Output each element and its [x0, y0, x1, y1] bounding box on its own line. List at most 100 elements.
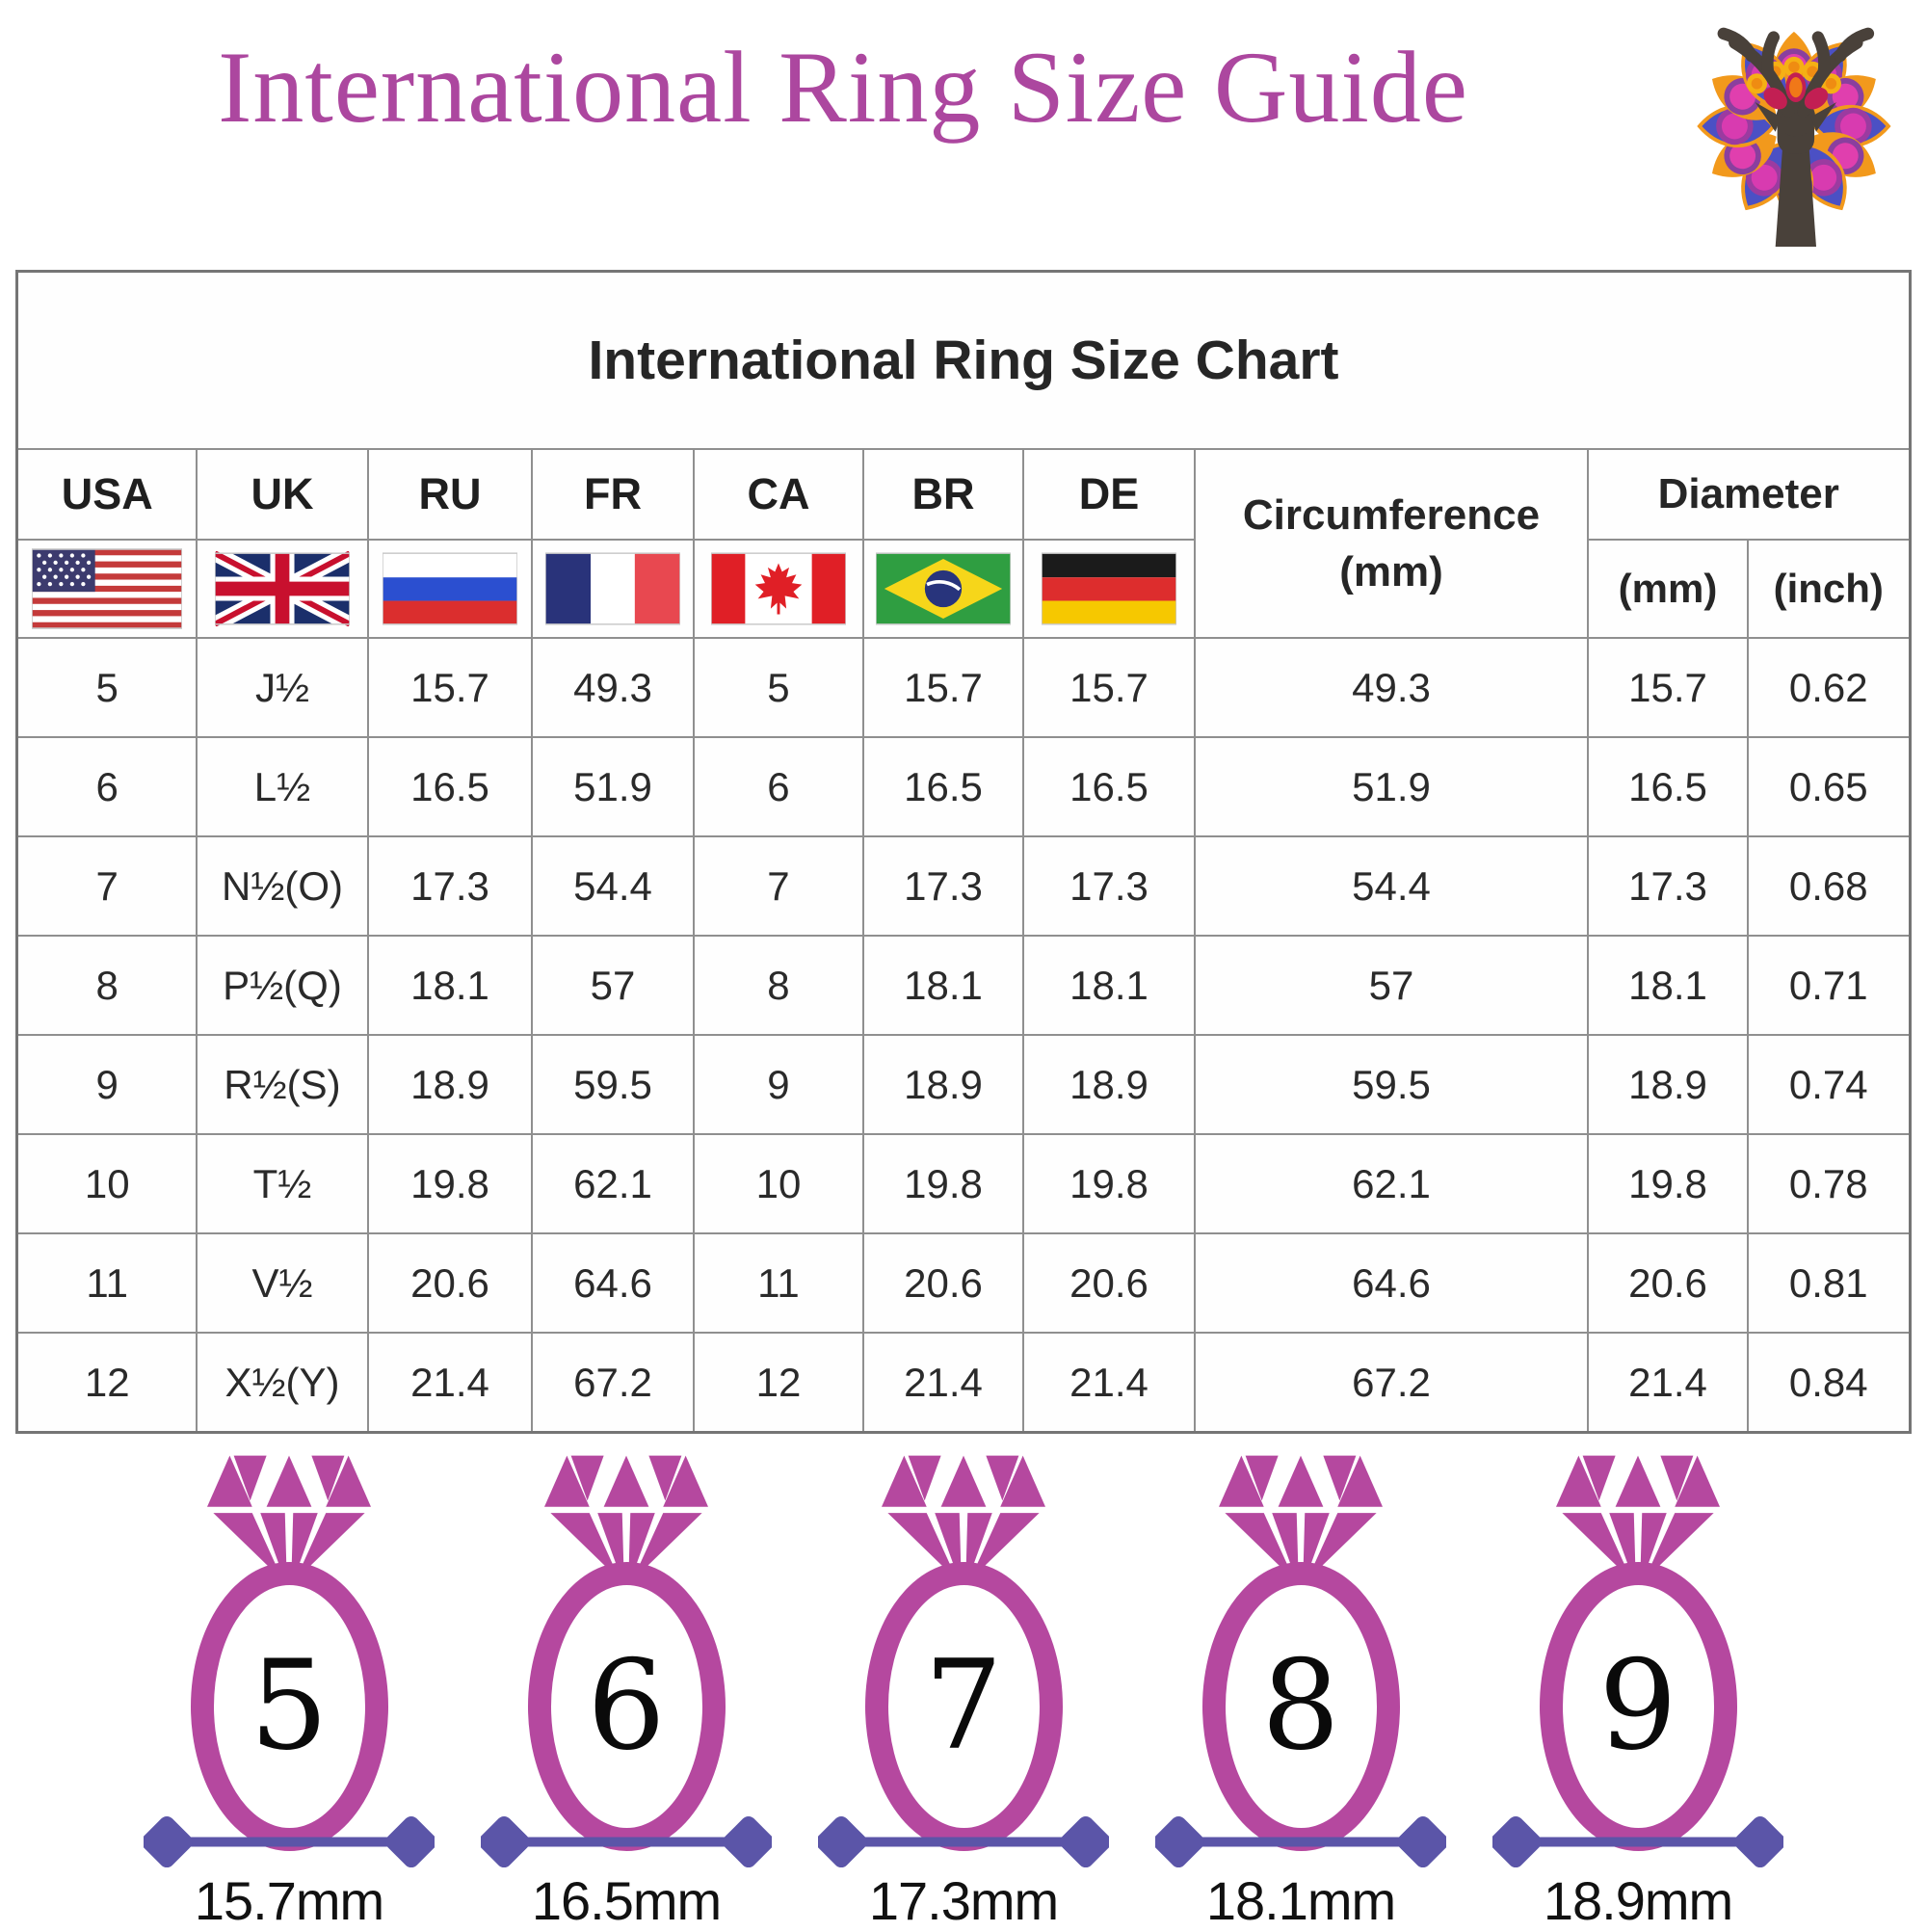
ring-diameter-label: 18.9mm	[1543, 1870, 1733, 1931]
cell-diameter-mm: 21.4	[1586, 1332, 1749, 1434]
diameter-mm-header: (mm)	[1586, 539, 1749, 639]
cell-br: 19.8	[861, 1133, 1024, 1234]
ring-band: 6	[527, 1562, 726, 1851]
cell-circumference: 59.5	[1193, 1034, 1589, 1135]
cell-fr: 62.1	[530, 1133, 695, 1234]
table-row: 9 R½(S) 18.9 59.5 9 18.9 18.9 59.5 18.9 …	[15, 1034, 1912, 1135]
cell-br: 17.3	[861, 835, 1024, 937]
cell-circumference: 57	[1193, 935, 1589, 1036]
cell-circumference: 49.3	[1193, 637, 1589, 738]
cell-diameter-inch: 0.81	[1746, 1232, 1912, 1334]
ring-band: 8	[1201, 1562, 1400, 1851]
ring-size-number: 6	[587, 1634, 666, 1778]
flag-germany-icon	[1041, 552, 1176, 625]
cell-diameter-mm: 16.5	[1586, 736, 1749, 837]
cell-diameter-inch: 0.71	[1746, 935, 1912, 1036]
flag-cell	[366, 539, 533, 639]
cell-ca: 6	[692, 736, 864, 837]
ring-diagram: 7 17.3mm	[798, 1447, 1129, 1932]
diameter-measure-line	[1155, 1815, 1446, 1868]
cell-diameter-inch: 0.74	[1746, 1034, 1912, 1135]
cell-diameter-inch: 0.68	[1746, 835, 1912, 937]
flag-canada-icon	[710, 552, 846, 625]
flag-france-icon	[544, 552, 680, 625]
cell-de: 15.7	[1021, 637, 1196, 738]
column-header-circumference: Circumference (mm)	[1193, 448, 1589, 639]
cell-diameter-mm: 17.3	[1586, 835, 1749, 937]
cell-fr: 49.3	[530, 637, 695, 738]
cell-ca: 7	[692, 835, 864, 937]
cell-usa: 12	[15, 1332, 198, 1434]
cell-ru: 15.7	[366, 637, 533, 738]
diameter-measure-line	[144, 1815, 435, 1868]
column-header-br: BR	[861, 448, 1024, 541]
cell-fr: 64.6	[530, 1232, 695, 1334]
ring-diagram: 9 18.9mm	[1472, 1447, 1804, 1932]
cell-usa: 10	[15, 1133, 198, 1234]
cell-diameter-mm: 18.1	[1586, 935, 1749, 1036]
table-row: 12 X½(Y) 21.4 67.2 12 21.4 21.4 67.2 21.…	[15, 1332, 1912, 1434]
cell-diameter-inch: 0.78	[1746, 1133, 1912, 1234]
cell-fr: 54.4	[530, 835, 695, 937]
column-header-uk: UK	[195, 448, 369, 541]
flag-cell	[15, 539, 198, 639]
cell-br: 15.7	[861, 637, 1024, 738]
ring-diameter-label: 18.1mm	[1205, 1870, 1396, 1931]
cell-br: 16.5	[861, 736, 1024, 837]
diameter-measure-line	[818, 1815, 1109, 1868]
cell-usa: 5	[15, 637, 198, 738]
cell-usa: 7	[15, 835, 198, 937]
cell-br: 21.4	[861, 1332, 1024, 1434]
cell-usa: 6	[15, 736, 198, 837]
flag-cell	[692, 539, 864, 639]
table-row: 6 L½ 16.5 51.9 6 16.5 16.5 51.9 16.5 0.6…	[15, 736, 1912, 837]
cell-diameter-inch: 0.65	[1746, 736, 1912, 837]
flag-uk-icon	[214, 551, 350, 626]
page-title: International Ring Size Guide	[218, 31, 1468, 144]
table-row: 5 J½ 15.7 49.3 5 15.7 15.7 49.3 15.7 0.6…	[15, 637, 1912, 738]
cell-diameter-inch: 0.84	[1746, 1332, 1912, 1434]
cell-uk: X½(Y)	[195, 1332, 369, 1434]
cell-fr: 57	[530, 935, 695, 1036]
flag-brazil-icon	[875, 552, 1011, 625]
cell-ca: 8	[692, 935, 864, 1036]
cell-usa: 11	[15, 1232, 198, 1334]
cell-br: 18.1	[861, 935, 1024, 1036]
cell-ca: 9	[692, 1034, 864, 1135]
cell-ca: 5	[692, 637, 864, 738]
diamond-icon	[882, 1455, 1045, 1587]
column-header-ru: RU	[366, 448, 533, 541]
column-header-fr: FR	[530, 448, 695, 541]
cell-uk: N½(O)	[195, 835, 369, 937]
cell-ru: 19.8	[366, 1133, 533, 1234]
cell-uk: L½	[195, 736, 369, 837]
table-row: 11 V½ 20.6 64.6 11 20.6 20.6 64.6 20.6 0…	[15, 1232, 1912, 1334]
table-row: 7 N½(O) 17.3 54.4 7 17.3 17.3 54.4 17.3 …	[15, 835, 1912, 937]
diameter-measure-line	[481, 1815, 772, 1868]
cell-br: 20.6	[861, 1232, 1024, 1334]
cell-uk: P½(Q)	[195, 935, 369, 1036]
ring-diagram: 5 15.7mm	[123, 1447, 455, 1932]
ring-band: 9	[1539, 1562, 1737, 1851]
cell-circumference: 54.4	[1193, 835, 1589, 937]
cell-uk: V½	[195, 1232, 369, 1334]
cell-diameter-mm: 15.7	[1586, 637, 1749, 738]
cell-ru: 18.9	[366, 1034, 533, 1135]
cell-ru: 20.6	[366, 1232, 533, 1334]
cell-ru: 16.5	[366, 736, 533, 837]
flag-russia-icon	[382, 552, 517, 625]
flag-usa-icon	[32, 548, 183, 629]
diamond-icon	[1219, 1455, 1383, 1587]
cell-diameter-mm: 18.9	[1586, 1034, 1749, 1135]
cell-de: 21.4	[1021, 1332, 1196, 1434]
flag-cell	[1021, 539, 1196, 639]
cell-fr: 67.2	[530, 1332, 695, 1434]
cell-circumference: 51.9	[1193, 736, 1589, 837]
header: International Ring Size Guide	[0, 0, 1927, 252]
ring-band: 7	[864, 1562, 1063, 1851]
ring-diagram: 8 18.1mm	[1135, 1447, 1466, 1932]
table-row: 8 P½(Q) 18.1 57 8 18.1 18.1 57 18.1 0.71	[15, 935, 1912, 1036]
ring-diameter-label: 15.7mm	[194, 1870, 384, 1931]
column-header-usa: USA	[15, 448, 198, 541]
cell-usa: 8	[15, 935, 198, 1036]
